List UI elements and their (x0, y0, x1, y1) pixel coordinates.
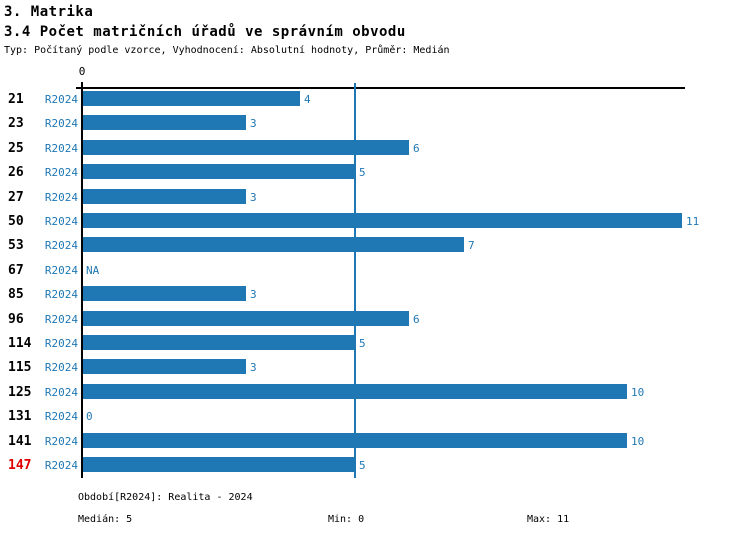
footer-period-label: Období[R2024]: Realita - 2024 (78, 492, 253, 503)
category-label: 115 (8, 360, 32, 375)
series-period-label: R2024 (44, 337, 78, 350)
bar (82, 286, 246, 301)
chart-meta-line: Typ: Počítaný podle vzorce, Vyhodnocení:… (4, 45, 450, 56)
footer-median-label: Medián: 5 (78, 514, 133, 525)
bar (82, 457, 355, 472)
series-period-label: R2024 (44, 288, 78, 301)
bar-value-label: 0 (86, 410, 93, 423)
footer-max-label: Max: 11 (527, 514, 570, 525)
bar-value-label: 10 (631, 435, 645, 448)
bar (82, 237, 464, 252)
chart-title: 3.4 Počet matričních úřadů ve správním o… (4, 24, 406, 40)
bar (82, 189, 246, 204)
series-period-label: R2024 (44, 459, 78, 472)
footer-min-label: Min: 0 (328, 514, 365, 525)
bar-value-label: 6 (413, 313, 420, 326)
bar (82, 140, 409, 155)
category-label: 125 (8, 385, 32, 400)
bar-value-label: 5 (359, 459, 366, 472)
bar-value-label: 11 (686, 215, 700, 228)
category-label: 26 (8, 165, 24, 180)
bar (82, 384, 627, 399)
category-label: 27 (8, 190, 24, 205)
x-axis-zero-tick-label: 0 (78, 65, 86, 78)
bar-value-label: 3 (250, 361, 257, 374)
series-period-label: R2024 (44, 142, 78, 155)
series-period-label: R2024 (44, 264, 78, 277)
category-label: 131 (8, 409, 32, 424)
series-period-label: R2024 (44, 93, 78, 106)
series-period-label: R2024 (44, 386, 78, 399)
category-label: 67 (8, 263, 24, 278)
bar-value-label: 10 (631, 386, 645, 399)
bar (82, 335, 355, 350)
series-period-label: R2024 (44, 117, 78, 130)
bar-value-label: 6 (413, 142, 420, 155)
x-axis-line (76, 87, 685, 89)
category-label: 23 (8, 116, 24, 131)
series-period-label: R2024 (44, 313, 78, 326)
bar-value-label: 5 (359, 337, 366, 350)
series-period-label: R2024 (44, 410, 78, 423)
series-period-label: R2024 (44, 361, 78, 374)
category-label: 141 (8, 434, 32, 449)
bar (82, 359, 246, 374)
bar-value-label: 3 (250, 288, 257, 301)
bar (82, 164, 355, 179)
category-label: 53 (8, 238, 24, 253)
bar (82, 115, 246, 130)
category-label: 21 (8, 92, 24, 107)
median-reference-line (354, 83, 356, 478)
series-period-label: R2024 (44, 215, 78, 228)
category-label: 96 (8, 312, 24, 327)
category-label: 114 (8, 336, 32, 351)
bar-value-label: 3 (250, 191, 257, 204)
bar-value-label: 3 (250, 117, 257, 130)
series-period-label: R2024 (44, 191, 78, 204)
series-period-label: R2024 (44, 239, 78, 252)
bar (82, 311, 409, 326)
bar-value-label: 7 (468, 239, 475, 252)
bar (82, 91, 300, 106)
bar (82, 433, 627, 448)
category-label: 147 (8, 458, 32, 473)
series-period-label: R2024 (44, 166, 78, 179)
y-axis-line (81, 82, 83, 478)
page-title: 3. Matrika (4, 4, 94, 20)
category-label: 85 (8, 287, 24, 302)
series-period-label: R2024 (44, 435, 78, 448)
bar-value-label: 5 (359, 166, 366, 179)
category-label: 25 (8, 141, 24, 156)
bar-value-label: 4 (304, 93, 311, 106)
category-label: 50 (8, 214, 24, 229)
bar-value-label: NA (86, 264, 100, 277)
bar (82, 213, 682, 228)
